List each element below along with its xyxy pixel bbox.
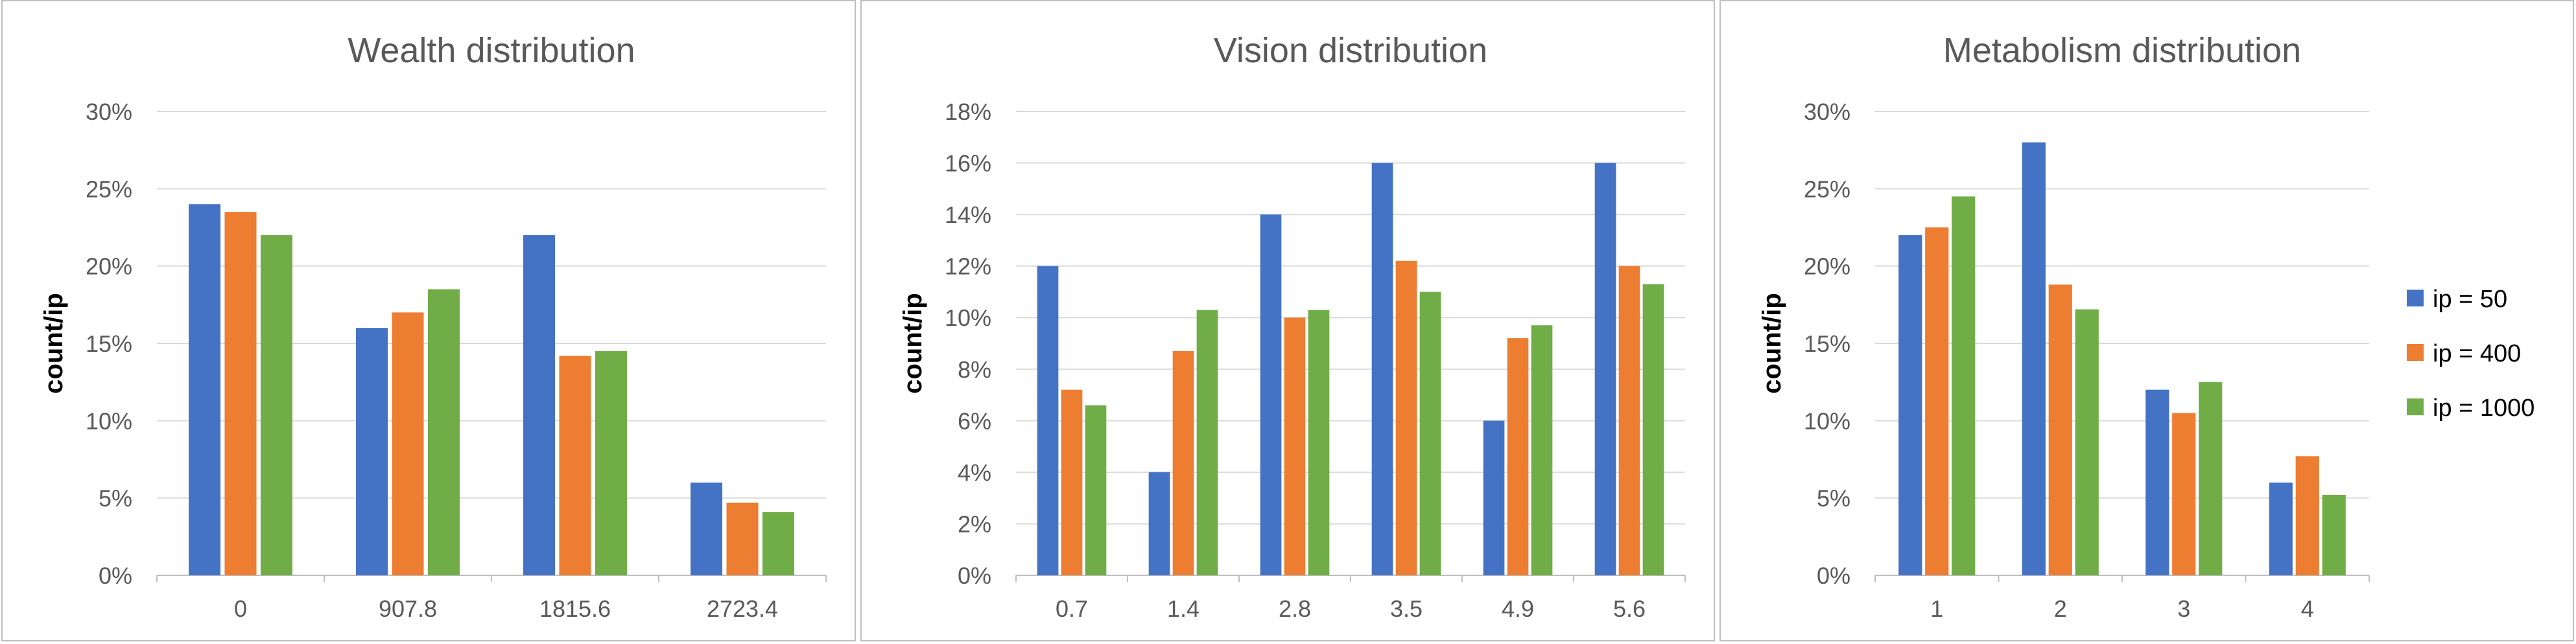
- y-tick-label: 0%: [99, 562, 132, 589]
- bar-1: [523, 235, 556, 575]
- bar-1: [1898, 235, 1922, 575]
- y-tick-label: 25%: [86, 176, 132, 202]
- vision-chart: Vision distribution 0% 2% 4% 6% 8% 10% 12% 14% 16…: [899, 31, 1686, 622]
- bar-3: [1085, 405, 1107, 575]
- chart-title: Wealth distribution: [348, 31, 635, 70]
- legend-label: ip = 1000: [2433, 395, 2535, 422]
- bar-1: [1037, 266, 1059, 575]
- x-tick-label: 2: [2054, 595, 2067, 622]
- x-tick-label: 2723.4: [707, 595, 778, 622]
- x-tick-label: 907.8: [379, 595, 437, 622]
- bar-1: [1594, 163, 1616, 576]
- y-tick-label: 14%: [945, 201, 991, 228]
- bar-3: [260, 235, 292, 575]
- legend-label: ip = 400: [2433, 340, 2521, 367]
- y-tick-label: 30%: [1804, 98, 1850, 125]
- y-tick-label: 6%: [958, 408, 991, 434]
- bar-2: [2048, 284, 2072, 575]
- bar-1: [1260, 214, 1282, 576]
- y-tick-label: 0%: [1817, 562, 1850, 589]
- bar-3: [2199, 382, 2223, 575]
- chart-title: Vision distribution: [1214, 31, 1487, 70]
- bar-3: [595, 351, 627, 575]
- bar-1: [1371, 163, 1393, 576]
- wealth-chart-panel: Wealth distribution 0% 5% 10% 15% 20% 25% 30% co…: [1, 0, 856, 641]
- y-axis-label: count/ip: [40, 293, 68, 394]
- bar-2: [1284, 317, 1306, 575]
- bar-2: [1395, 260, 1417, 575]
- bar-3: [1642, 284, 1664, 575]
- bar-3: [1308, 310, 1330, 575]
- y-tick-label: 10%: [1804, 408, 1850, 434]
- y-tick-label: 30%: [86, 98, 132, 125]
- y-tick-label: 12%: [945, 253, 991, 280]
- bar-1: [2022, 142, 2046, 575]
- bar-2: [2172, 413, 2196, 575]
- y-tick-label: 20%: [1804, 253, 1850, 280]
- bar-3: [427, 289, 460, 575]
- x-tick-label: 4: [2301, 595, 2314, 622]
- y-tick-label: 10%: [945, 305, 991, 331]
- bar-3: [762, 512, 794, 575]
- y-tick-label: 8%: [958, 356, 991, 383]
- x-tick-label: 5.6: [1613, 595, 1646, 622]
- y-tick-label: 5%: [99, 485, 132, 512]
- legend-swatch-3: [2407, 398, 2424, 415]
- bar-3: [2075, 309, 2099, 575]
- y-axis-label: count/ip: [1758, 293, 1786, 394]
- bar-1: [356, 328, 388, 575]
- x-tick-label: 0: [234, 595, 247, 622]
- chart-title: Metabolism distribution: [1943, 31, 2301, 70]
- y-tick-label: 4%: [958, 459, 991, 486]
- bar-2: [392, 312, 424, 575]
- wealth-chart: Wealth distribution 0% 5% 10% 15% 20% 25% 30% co…: [40, 31, 827, 622]
- bar-1: [1148, 472, 1170, 575]
- y-tick-label: 20%: [86, 253, 132, 280]
- bar-3: [1419, 292, 1441, 575]
- y-tick-label: 10%: [86, 408, 132, 434]
- x-tick-label: 4.9: [1502, 595, 1534, 622]
- y-tick-label: 2%: [958, 511, 991, 537]
- y-tick-label: 0%: [958, 562, 991, 589]
- x-tick-label: 1815.6: [539, 595, 611, 622]
- metabolism-chart: Metabolism distribution 0% 5% 10% 15% 20% 25% 3…: [1758, 31, 2535, 622]
- x-tick-label: 3.5: [1390, 595, 1423, 622]
- bar-2: [1061, 389, 1083, 575]
- bar-3: [2322, 494, 2346, 575]
- bar-1: [2145, 389, 2169, 575]
- bar-1: [2269, 482, 2293, 575]
- bar-2: [726, 502, 759, 575]
- bar-2: [1507, 338, 1529, 575]
- bar-1: [189, 204, 221, 575]
- bar-2: [1925, 227, 1949, 575]
- vision-chart-panel: Vision distribution 0% 2% 4% 6% 8% 10% 12% 14% 16…: [860, 0, 1715, 641]
- bar-2: [224, 212, 257, 576]
- y-tick-label: 18%: [945, 98, 991, 125]
- x-tick-label: 1.4: [1167, 595, 1199, 622]
- x-tick-label: 1: [1930, 595, 1943, 622]
- metabolism-chart-panel: Metabolism distribution 0% 5% 10% 15% 20% 25% 3…: [1719, 0, 2574, 641]
- bar-2: [1618, 266, 1640, 575]
- bar-2: [2295, 456, 2319, 575]
- legend-label: ip = 50: [2433, 286, 2507, 313]
- bar-1: [1483, 420, 1505, 575]
- y-tick-label: 5%: [1817, 485, 1850, 512]
- y-axis-label: count/ip: [899, 293, 927, 394]
- y-tick-label: 25%: [1804, 176, 1850, 202]
- y-tick-label: 15%: [1804, 330, 1850, 357]
- bar-3: [1952, 196, 1976, 575]
- x-tick-label: 2.8: [1279, 595, 1311, 622]
- x-tick-label: 3: [2177, 595, 2190, 622]
- y-tick-label: 16%: [945, 150, 991, 177]
- x-tick-label: 0.7: [1056, 595, 1088, 622]
- bar-1: [691, 482, 723, 575]
- bar-2: [1172, 351, 1194, 575]
- y-tick-label: 15%: [86, 330, 132, 357]
- bar-2: [559, 356, 591, 575]
- bar-3: [1196, 310, 1218, 575]
- bar-3: [1531, 325, 1553, 575]
- legend-swatch-1: [2407, 290, 2424, 306]
- legend-swatch-2: [2407, 344, 2424, 361]
